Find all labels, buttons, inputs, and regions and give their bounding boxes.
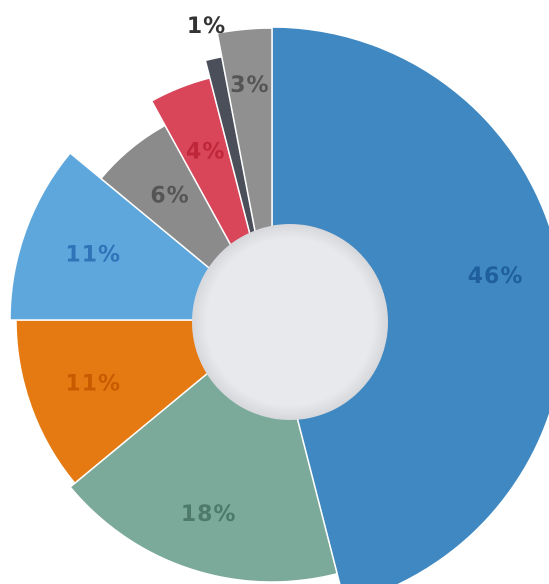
slice-label: 3%: [230, 73, 269, 98]
slice-label: 11%: [65, 371, 121, 396]
slice-label: 46%: [468, 264, 524, 289]
slice-label: 4%: [186, 140, 225, 165]
slice-label: 1%: [187, 14, 226, 39]
slice-label: 6%: [150, 184, 189, 209]
center-hole: [192, 224, 388, 420]
slice-label: 18%: [181, 502, 237, 527]
slice-label: 11%: [65, 243, 121, 268]
slice: [271, 26, 549, 584]
